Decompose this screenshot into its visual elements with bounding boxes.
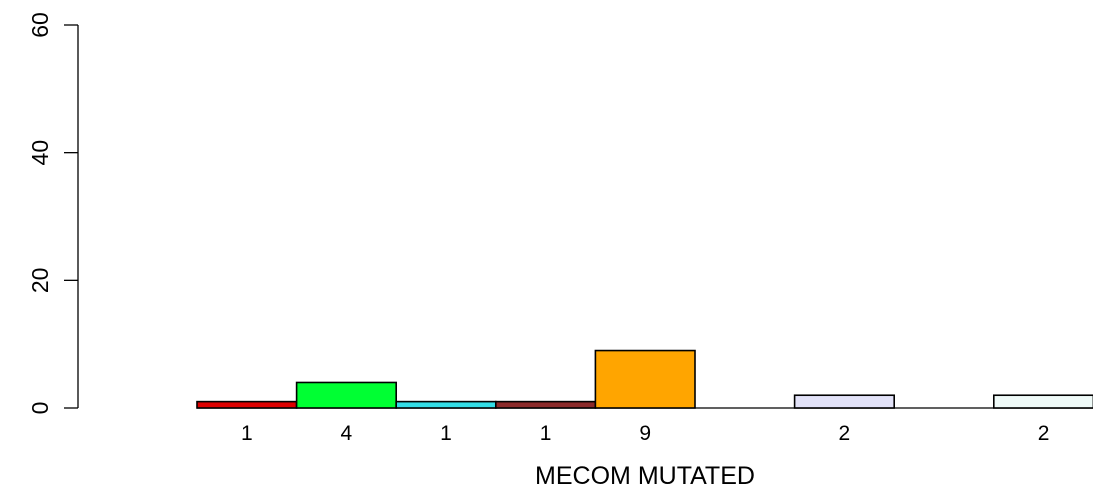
bar — [793, 394, 895, 409]
bar — [594, 349, 696, 409]
y-tick-label: 0 — [27, 402, 53, 415]
bar-count-label: 2 — [839, 422, 851, 445]
bar — [992, 394, 1093, 409]
y-tick-label: 40 — [27, 140, 53, 166]
y-axis: 0 20 40 60 — [27, 12, 79, 415]
bars — [196, 349, 1093, 409]
y-tick-label: 20 — [27, 268, 53, 294]
bar — [295, 381, 398, 409]
bar-count-label: 9 — [639, 422, 651, 445]
bar-count-label: 2 — [1038, 422, 1050, 445]
x-axis-title: MECOM MUTATED — [535, 462, 755, 490]
y-tick-label: 60 — [27, 12, 53, 38]
bar-labels: 1 4 1 1 9 2 2 — [241, 422, 1049, 445]
bar — [196, 400, 298, 409]
bar-count-label: 1 — [440, 422, 452, 445]
bar — [395, 400, 497, 409]
bar — [494, 400, 597, 409]
bar-count-label: 4 — [341, 422, 353, 445]
bar-count-label: 1 — [241, 422, 253, 445]
bar-count-label: 1 — [540, 422, 552, 445]
